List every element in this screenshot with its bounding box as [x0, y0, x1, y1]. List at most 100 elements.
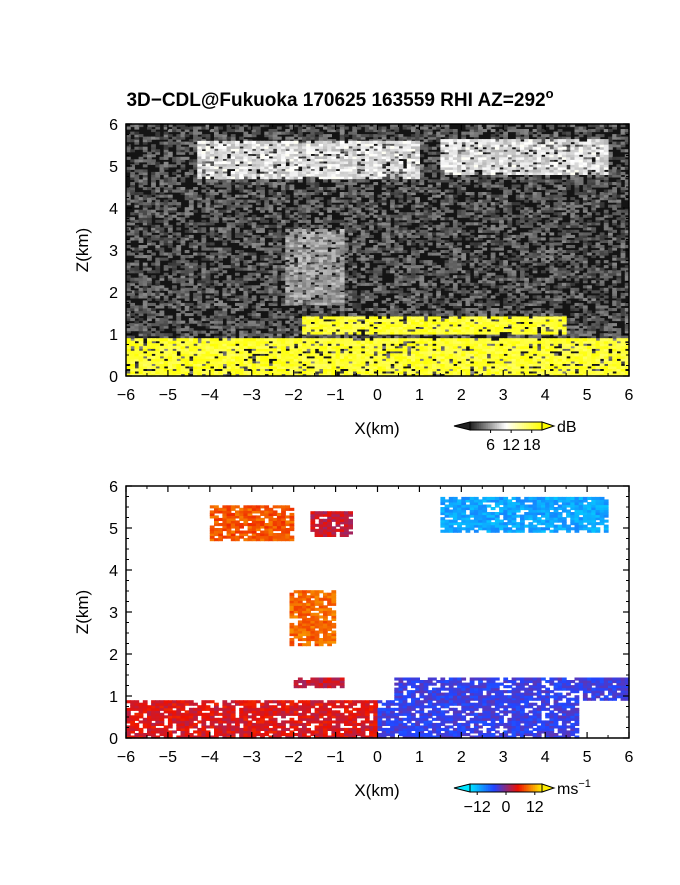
reflectivity-cell	[184, 262, 190, 266]
reflectivity-cell	[167, 214, 173, 218]
reflectivity-cell	[264, 265, 270, 269]
reflectivity-cell	[180, 156, 186, 160]
reflectivity-cell	[239, 242, 244, 246]
reflectivity-cell	[415, 267, 420, 271]
reflectivity-cell	[385, 144, 391, 148]
reflectivity-cell	[197, 310, 203, 314]
reflectivity-cell	[473, 214, 479, 218]
reflectivity-cell	[197, 252, 203, 256]
reflectivity-cell	[134, 285, 140, 289]
reflectivity-cell	[314, 371, 320, 375]
reflectivity-cell	[419, 358, 425, 362]
reflectivity-cell	[184, 302, 190, 306]
reflectivity-cell	[344, 212, 349, 216]
reflectivity-cell	[268, 136, 274, 140]
reflectivity-cell	[335, 267, 341, 271]
reflectivity-cell	[281, 292, 286, 296]
reflectivity-cell	[323, 219, 328, 223]
reflectivity-cell	[323, 134, 328, 138]
reflectivity-cell	[465, 207, 471, 211]
reflectivity-cell	[314, 197, 320, 201]
reflectivity-cell	[398, 214, 404, 218]
reflectivity-cell	[415, 310, 420, 314]
reflectivity-cell	[147, 297, 152, 301]
reflectivity-cell	[432, 214, 437, 218]
reflectivity-cell	[494, 197, 500, 201]
reflectivity-cell	[385, 214, 391, 218]
reflectivity-cell	[222, 310, 228, 314]
reflectivity-cell	[155, 131, 161, 135]
reflectivity-cell	[243, 333, 249, 337]
reflectivity-cell	[306, 305, 311, 309]
reflectivity-cell	[205, 287, 211, 291]
reflectivity-cell	[310, 202, 316, 206]
reflectivity-cell	[176, 330, 182, 334]
reflectivity-cell	[297, 204, 303, 208]
reflectivity-cell	[490, 204, 496, 208]
reflectivity-cell	[331, 335, 337, 339]
reflectivity-cell	[235, 219, 240, 223]
reflectivity-cell	[344, 292, 349, 296]
reflectivity-cell	[289, 315, 295, 319]
reflectivity-cell	[348, 131, 353, 135]
reflectivity-cell	[289, 313, 295, 317]
reflectivity-cell	[406, 270, 412, 274]
reflectivity-cell	[281, 267, 286, 271]
reflectivity-cell	[159, 292, 165, 296]
reflectivity-cell	[130, 267, 135, 271]
reflectivity-cell	[188, 202, 194, 206]
reflectivity-cell	[172, 237, 177, 241]
reflectivity-cell	[364, 292, 370, 296]
reflectivity-cell	[331, 275, 337, 279]
reflectivity-cell	[188, 280, 194, 284]
reflectivity-cell	[360, 179, 366, 183]
reflectivity-cell	[436, 151, 441, 155]
reflectivity-cell	[369, 219, 374, 223]
reflectivity-cell	[230, 257, 236, 261]
reflectivity-cell	[465, 270, 471, 274]
reflectivity-cell	[499, 217, 504, 221]
reflectivity-cell	[138, 179, 144, 183]
reflectivity-cell	[222, 363, 228, 367]
reflectivity-cell	[419, 189, 425, 193]
reflectivity-cell	[352, 139, 358, 143]
reflectivity-cell	[226, 325, 232, 329]
reflectivity-cell	[503, 265, 508, 269]
reflectivity-cell	[235, 323, 240, 327]
reflectivity-cell	[205, 174, 211, 178]
reflectivity-cell	[406, 265, 412, 269]
reflectivity-cell	[142, 171, 148, 175]
reflectivity-cell	[293, 189, 299, 193]
reflectivity-cell	[193, 265, 198, 269]
reflectivity-cell	[281, 373, 286, 377]
reflectivity-cell	[134, 126, 140, 130]
reflectivity-cell	[436, 245, 441, 249]
reflectivity-cell	[264, 308, 270, 312]
reflectivity-cell	[142, 355, 148, 359]
reflectivity-cell	[406, 199, 412, 203]
reflectivity-cell	[264, 287, 270, 291]
reflectivity-cell	[306, 192, 311, 196]
reflectivity-cell	[163, 182, 169, 186]
reflectivity-cell	[381, 287, 387, 291]
reflectivity-cell	[260, 282, 265, 286]
reflectivity-cell	[377, 214, 383, 218]
reflectivity-cell	[235, 265, 240, 269]
reflectivity-cell	[377, 219, 383, 223]
reflectivity-cell	[364, 222, 370, 226]
reflectivity-cell	[126, 187, 131, 191]
reflectivity-cell	[436, 144, 441, 148]
reflectivity-cell	[478, 199, 483, 203]
reflectivity-cell	[503, 209, 508, 213]
reflectivity-cell	[260, 237, 265, 241]
reflectivity-cell	[402, 222, 408, 226]
reflectivity-cell	[339, 308, 345, 312]
reflectivity-cell	[352, 136, 358, 140]
reflectivity-cell	[373, 229, 379, 233]
reflectivity-cell	[302, 212, 307, 216]
reflectivity-cell	[134, 305, 140, 309]
reflectivity-cell	[260, 187, 265, 191]
reflectivity-cell	[276, 234, 282, 238]
reflectivity-cell	[147, 255, 152, 259]
reflectivity-cell	[339, 182, 345, 186]
